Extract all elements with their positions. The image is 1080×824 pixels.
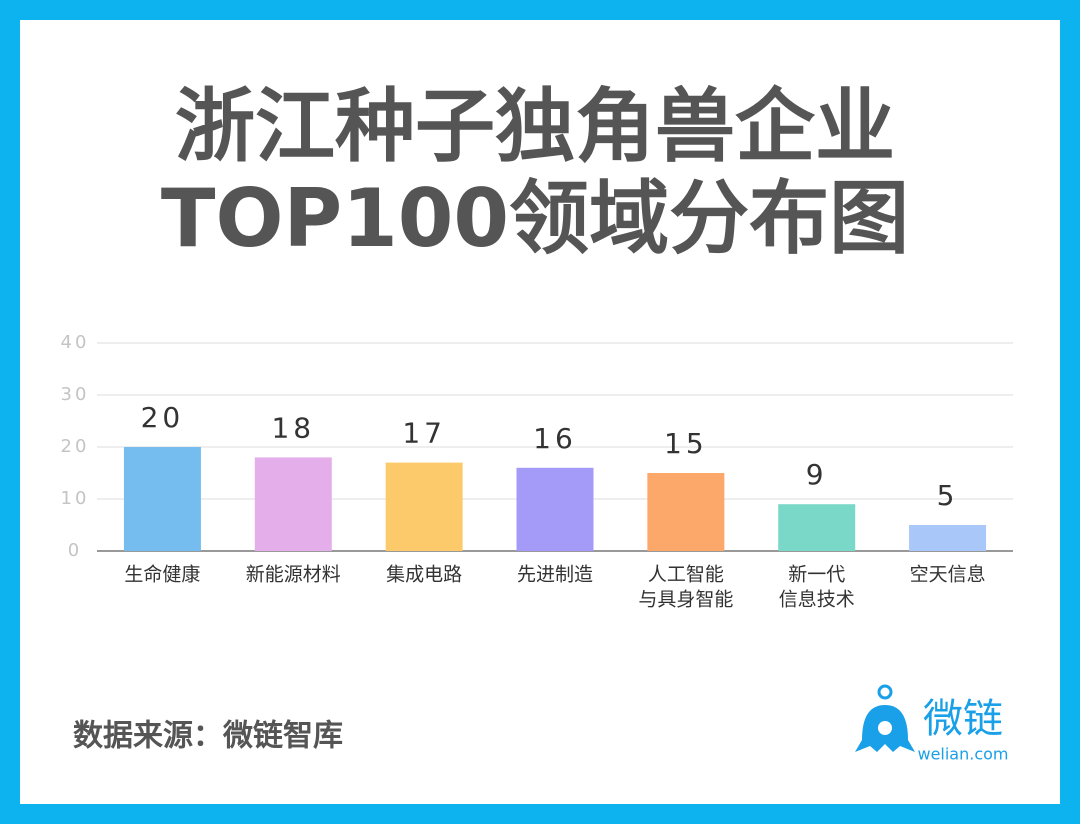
x-tick-label: 生命健康	[124, 564, 200, 586]
logo-icon	[878, 721, 892, 735]
logo-icon	[877, 684, 893, 700]
bar	[647, 473, 725, 551]
value-label: 17	[402, 417, 446, 450]
source: 数据来源：微链智库	[73, 719, 343, 754]
x-tick-label: 新能源材料	[246, 564, 341, 586]
value-label: 18	[271, 411, 315, 444]
x-tick-label: 先进制造	[517, 564, 593, 586]
bar	[778, 504, 856, 551]
value-label: 20	[141, 401, 185, 434]
value-label: 9	[806, 458, 828, 491]
y-tick-label: 20	[61, 436, 90, 457]
value-label: 16	[533, 422, 577, 455]
bar	[254, 457, 332, 551]
value-label: 15	[664, 427, 708, 460]
y-tick-label: 30	[61, 384, 90, 405]
logo-url: welian.com	[917, 745, 1008, 764]
chart-title: TOP100领域分布图	[161, 172, 909, 265]
bar	[516, 467, 594, 551]
y-tick-label: 10	[61, 488, 90, 509]
logo: 微链 welian.com	[855, 684, 1009, 764]
y-tick-label: 0	[68, 540, 82, 561]
logo-text: 微链	[923, 696, 1003, 742]
bar	[909, 525, 987, 551]
canvas	[20, 20, 1060, 804]
bar	[123, 447, 201, 551]
x-tick-label: 与具身智能	[638, 589, 733, 611]
y-tick-label: 40	[61, 332, 90, 353]
x-tick-label: 空天信息	[910, 564, 986, 586]
x-tick-label: 人工智能	[648, 564, 724, 586]
chart-title: 浙江种子独角兽企业	[175, 80, 895, 173]
x-tick-label: 信息技术	[779, 589, 855, 611]
x-tick-label: 新一代	[788, 564, 845, 586]
x-tick-label: 集成电路	[386, 564, 462, 586]
bar	[385, 462, 463, 551]
value-label: 5	[937, 479, 959, 512]
